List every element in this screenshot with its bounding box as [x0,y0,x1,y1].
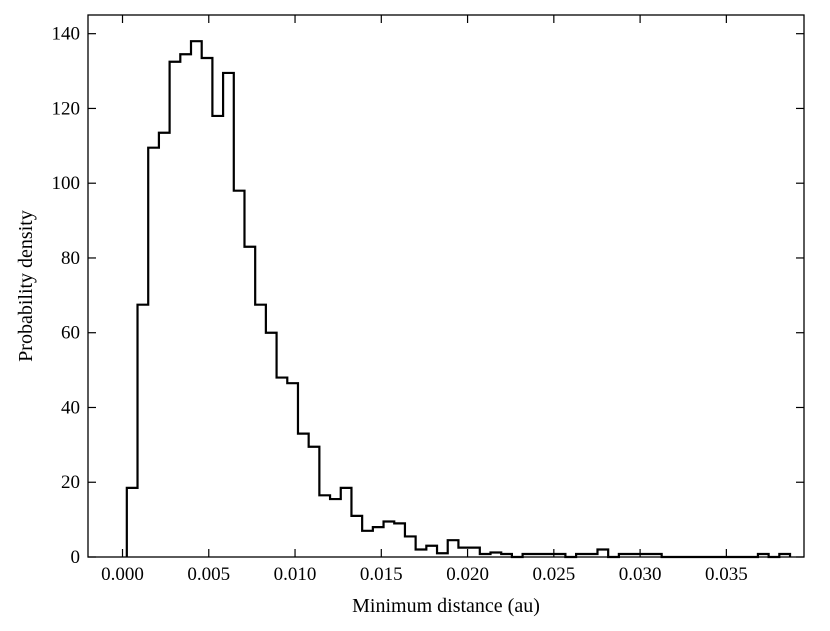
y-tick-label: 0 [71,547,81,568]
histogram-bin [330,499,341,557]
y-tick-label: 120 [52,98,81,119]
histogram-bin [234,191,245,557]
histogram-bars [125,40,792,559]
y-tick-label: 60 [61,323,80,344]
histogram-bin [448,540,459,557]
histogram-bin [416,550,427,557]
histogram-bin [170,62,181,557]
histogram-bin [341,488,352,557]
y-tick-label: 20 [61,472,80,493]
histogram-bin [287,383,298,557]
x-tick-label: 0.025 [532,564,575,585]
histogram-bin [212,116,223,557]
histogram-bin [319,495,330,557]
histogram-bin [458,548,469,557]
histogram-bin [148,148,159,557]
ticks: 0.000 0.005 0.010 0.015 0.020 0.025 0.030 0.035… [52,15,804,585]
histogram-bin [309,447,320,557]
x-tick-label: 0.010 [274,564,317,585]
y-tick-label: 100 [52,173,81,194]
histogram-bin [362,531,373,557]
histogram-bin [469,548,480,557]
histogram-bin [138,305,149,557]
histogram-bin [394,523,405,557]
y-axis-label: Probability density [15,210,37,362]
x-tick-label: 0.005 [187,564,230,585]
histogram-bin [405,536,416,557]
y-tick-label: 80 [61,248,80,269]
histogram-bin [159,133,170,557]
histogram-bin [127,488,138,557]
histogram-bin [223,73,234,557]
histogram-bin [191,41,202,557]
histogram-bin [426,546,437,557]
histogram-bin [277,378,288,557]
histogram-bin [351,516,362,557]
histogram-bin [244,247,255,557]
x-tick-label: 0.030 [619,564,662,585]
histogram-bin [266,333,277,557]
histogram-outline [125,40,792,559]
x-tick-label: 0.035 [705,564,748,585]
histogram-bin [202,58,213,557]
x-tick-label: 0.015 [360,564,403,585]
plot-frame [87,14,805,558]
histogram-bin [373,527,384,557]
histogram-bin [180,54,191,557]
x-tick-label: 0.020 [446,564,489,585]
x-tick-label: 0.000 [101,564,144,585]
histogram-bin [597,550,608,557]
histogram-bin [384,521,395,557]
x-axis-label: Minimum distance (au) [352,595,540,617]
histogram-bin [298,434,309,557]
histogram-bin [491,553,502,557]
histogram-bin [255,305,266,557]
y-tick-label: 140 [52,24,81,45]
y-tick-label: 40 [61,397,80,418]
